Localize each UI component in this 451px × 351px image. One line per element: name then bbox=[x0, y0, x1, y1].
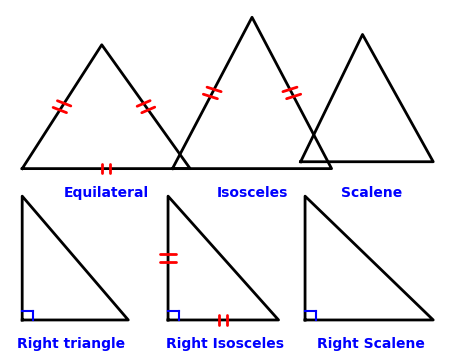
Text: Equilateral: Equilateral bbox=[64, 186, 149, 200]
Text: Right Scalene
Triangle: Right Scalene Triangle bbox=[318, 337, 425, 351]
Text: Scalene: Scalene bbox=[341, 186, 402, 200]
Text: Isosceles: Isosceles bbox=[216, 186, 288, 200]
Text: Right triangle: Right triangle bbox=[17, 337, 125, 351]
Text: Right Isosceles
Triangle: Right Isosceles Triangle bbox=[166, 337, 285, 351]
